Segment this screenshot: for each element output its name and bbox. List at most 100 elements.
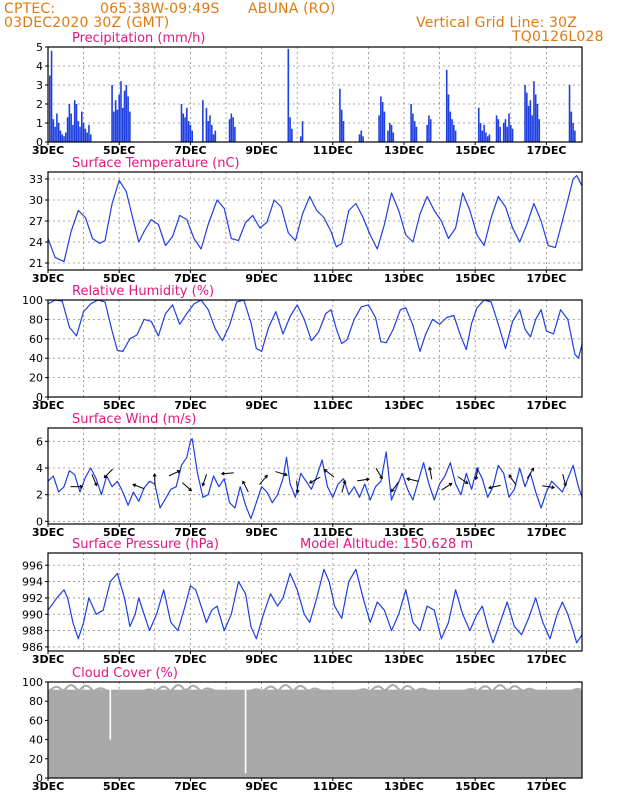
- precip-bar: [212, 134, 215, 142]
- precip-bar: [186, 107, 188, 142]
- wind-arrow-head: [551, 485, 556, 490]
- x-tick-label: 3DEC: [32, 399, 64, 412]
- precip-bar: [81, 111, 83, 142]
- cloud-gap: [109, 683, 112, 740]
- y-tick-label: 4: [36, 60, 43, 73]
- y-tick-label: 30: [29, 194, 43, 207]
- x-tick-label: 7DEC: [174, 399, 206, 412]
- wind-arrow-head: [283, 472, 288, 477]
- y-tick-label: 4: [36, 462, 43, 475]
- precip-bar: [502, 123, 505, 142]
- precip-bar: [445, 69, 448, 142]
- precip-bar: [75, 104, 78, 142]
- precip-bar: [291, 128, 293, 142]
- precip-bar: [378, 115, 380, 142]
- precip-bar: [383, 111, 386, 142]
- wind-arrow-head: [264, 474, 268, 479]
- precip-bar: [120, 81, 122, 142]
- cloud-fill: [48, 689, 582, 778]
- wind-arrow: [357, 478, 370, 482]
- precip-bar: [207, 121, 209, 142]
- precip-bar: [428, 115, 430, 142]
- y-tick-label: 2: [36, 98, 43, 111]
- wind-arrow-head: [152, 473, 157, 477]
- wind-arrow: [475, 467, 479, 480]
- x-tick-label: 3DEC: [32, 653, 64, 666]
- precip-bar: [534, 94, 537, 142]
- wind-arrow: [406, 478, 419, 482]
- precip-bar: [50, 50, 53, 142]
- precip-bar: [342, 121, 345, 142]
- precip-bar: [187, 121, 190, 142]
- precip-bar: [358, 134, 361, 142]
- header-datetime: 03DEC2020 30Z (GMT): [4, 15, 170, 31]
- panel-cloud: 0 20 40 60 80 100 3DEC 5DEC 7DEC 9DEC 11DEC 13DEC 15…: [22, 666, 583, 793]
- wind-title: Surface Wind (m/s): [72, 412, 196, 427]
- wind-arrow: [375, 467, 383, 479]
- precip-bar: [380, 96, 382, 142]
- wind-arrow: [488, 484, 501, 489]
- precip-bar: [388, 123, 391, 142]
- precip-bar: [214, 130, 217, 142]
- x-tick-label: 11DEC: [313, 399, 353, 412]
- precip-bar: [511, 128, 514, 142]
- wind-arrow-head: [487, 485, 492, 490]
- precip-bar: [123, 90, 126, 142]
- precip-bar: [118, 94, 120, 142]
- precip-bar: [191, 130, 193, 142]
- panel-wind: 0 2 4 6 3DEC 5DEC 7DEC 9DEC 11DEC 13DEC 15DEC 17DEC…: [32, 412, 583, 539]
- x-tick-label: 17DEC: [526, 780, 566, 793]
- precip-bar: [449, 111, 452, 142]
- humidity-title: Relative Humidity (%): [72, 284, 214, 299]
- precip-bar: [504, 119, 507, 142]
- precip-bar: [453, 124, 455, 142]
- precip-frame: [47, 46, 583, 143]
- cloud-frame: [47, 681, 583, 779]
- pressure-line: [47, 568, 583, 644]
- x-tick-label: 17DEC: [526, 399, 566, 412]
- x-tick-label: 11DEC: [313, 653, 353, 666]
- x-tick-label: 3DEC: [32, 780, 64, 793]
- precip-bar: [339, 88, 341, 142]
- x-tick-label: 17DEC: [526, 653, 566, 666]
- wind-arrow-head: [448, 482, 453, 487]
- x-tick-label: 9DEC: [245, 653, 277, 666]
- precip-bar: [65, 132, 67, 142]
- precip-bar: [362, 136, 364, 142]
- precip-bar: [228, 119, 231, 142]
- cloud-gap: [244, 683, 247, 774]
- wind-arrow: [103, 468, 114, 478]
- wind-arrow-head: [79, 484, 84, 489]
- x-tick-label: 5DEC: [103, 780, 135, 793]
- x-tick-label: 15DEC: [455, 399, 495, 412]
- wind-arrow-head: [474, 476, 479, 481]
- precip-bar: [527, 105, 530, 142]
- pressure-frame: [47, 552, 583, 652]
- precip-bar: [88, 124, 90, 142]
- x-tick-label: 11DEC: [313, 526, 353, 539]
- x-tick-label: 17DEC: [526, 272, 566, 285]
- wind-line: [47, 438, 583, 520]
- wind-arrow: [429, 467, 433, 480]
- x-tick-label: 7DEC: [174, 144, 206, 157]
- y-tick-label: 27: [29, 215, 43, 228]
- precip-bar: [447, 94, 450, 142]
- y-tick-label: 80: [29, 695, 43, 708]
- y-tick-label: 0: [36, 391, 43, 404]
- precip-bar: [533, 81, 535, 142]
- precip-bar: [114, 100, 117, 142]
- precip-bar: [477, 107, 480, 142]
- x-tick-label: 13DEC: [384, 272, 424, 285]
- precip-bar: [412, 113, 414, 142]
- precip-bar: [184, 117, 186, 142]
- precip-bar: [63, 136, 65, 142]
- precip-bar: [299, 136, 302, 142]
- y-tick-label: 2: [36, 489, 43, 502]
- x-tick-label: 15DEC: [455, 653, 495, 666]
- precip-bar: [230, 113, 233, 142]
- x-tick-label: 13DEC: [384, 780, 424, 793]
- header-source: CPTEC:: [4, 1, 56, 17]
- pressure-subtitle: Model Altitude: 150.628 m: [300, 537, 473, 552]
- panel-humidity: 0 20 40 60 80 100 3DEC 5DEC 7DEC 9DEC 11DEC 13DEC 15…: [22, 284, 583, 412]
